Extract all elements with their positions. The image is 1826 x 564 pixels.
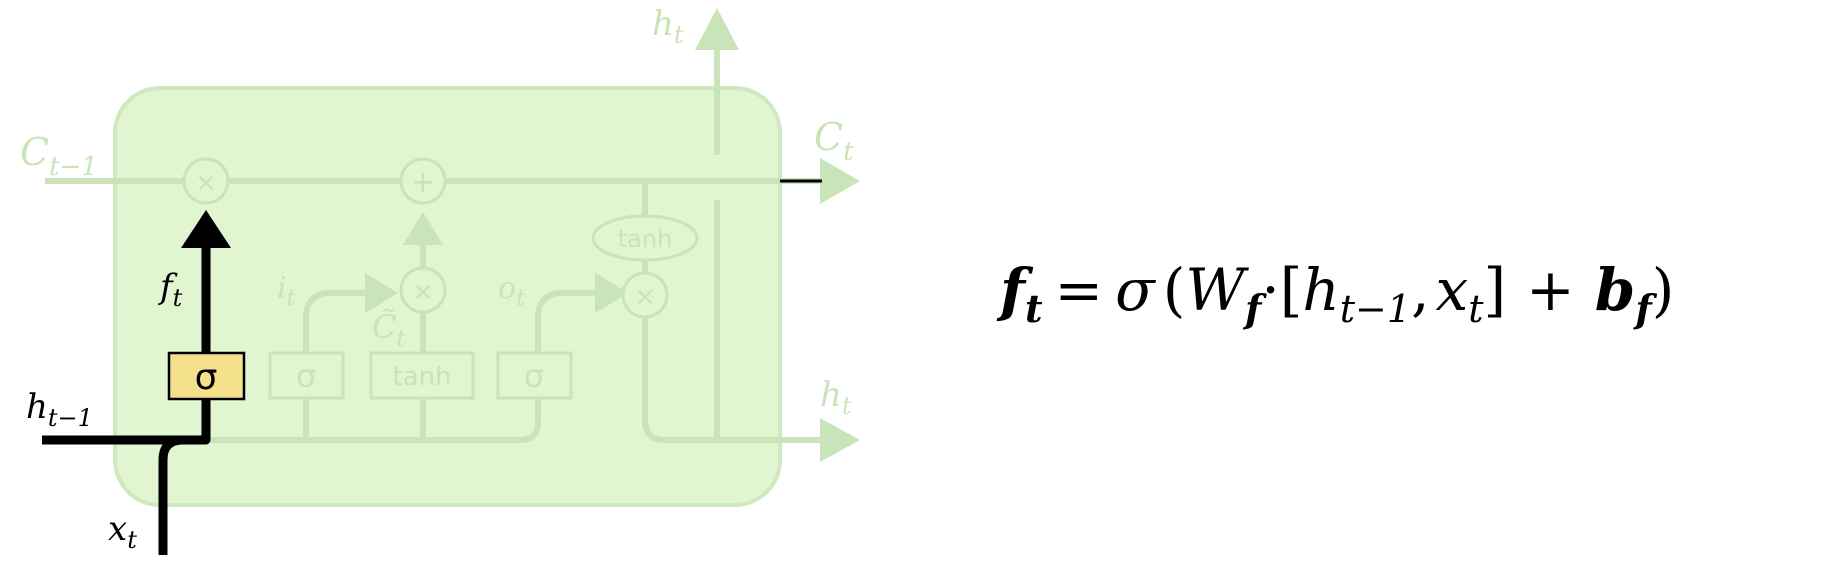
label-h-prev: ht−1: [26, 387, 93, 432]
label-c-out: Ct: [814, 115, 854, 167]
label-h-right: ht: [820, 375, 852, 420]
input-gate-path: [303, 273, 398, 440]
hidden-output-up-arrowhead: [695, 8, 739, 50]
forget-multiply-op: ×: [182, 157, 230, 205]
forget-gate-sigma: σ: [195, 357, 218, 398]
label-c-tilde: C̃t: [372, 308, 405, 352]
internal-bus-line: [205, 398, 541, 443]
candidate-path: [403, 212, 443, 440]
cell-state-arrowhead: [820, 158, 860, 204]
label-c-prev: Ct−1: [20, 130, 98, 182]
candidate-tanh-box: tanh: [369, 351, 475, 400]
cell-add-symbol: +: [410, 165, 435, 200]
label-h-top: ht: [652, 4, 684, 49]
forget-gate-equation: ft = σ (Wf·[ht−1, xt] + bf): [996, 256, 1674, 331]
lstm-cell-body: [113, 86, 782, 507]
forget-gate-path: [42, 210, 231, 555]
hidden-output-right-arrowhead: [820, 418, 860, 462]
output-gate-sigma: σ: [524, 357, 544, 395]
label-o-t: ot: [498, 271, 525, 311]
input-multiply-symbol: ×: [412, 277, 434, 307]
candidate-tanh-label: tanh: [392, 362, 451, 392]
cell-add-op: +: [399, 157, 447, 205]
input-gate-sigma: σ: [296, 357, 316, 395]
output-multiply-symbol: ×: [634, 282, 656, 312]
cell-tanh-op: tanh: [591, 214, 699, 262]
input-gate-box: σ: [268, 351, 345, 400]
forget-multiply-symbol: ×: [195, 168, 217, 198]
label-i-t: it: [277, 271, 296, 311]
output-gate-box: σ: [496, 351, 573, 400]
label-x-in: xt: [108, 509, 137, 554]
forget-gate-arrowhead: [181, 210, 231, 248]
hidden-output-up-line: [695, 8, 739, 155]
forget-gate-box: σ: [167, 351, 246, 401]
input-multiply-op: ×: [399, 266, 447, 314]
output-multiply-op: ×: [621, 271, 669, 319]
hidden-output-right-line: [642, 181, 860, 462]
cell-tanh-label: tanh: [618, 225, 673, 253]
